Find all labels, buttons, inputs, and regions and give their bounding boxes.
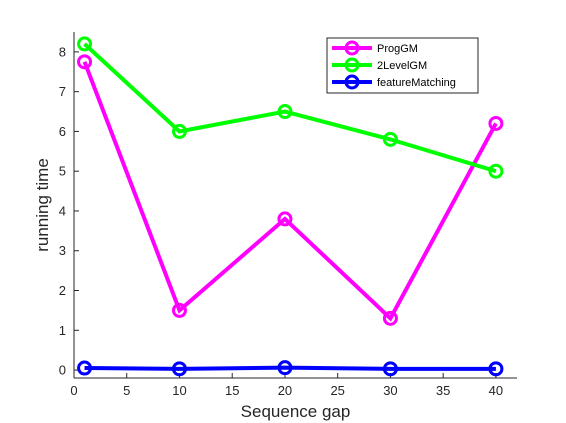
data-point <box>277 104 293 120</box>
y-axis-label: running time <box>33 158 52 252</box>
legend-label: 2LevelGM <box>377 60 427 72</box>
y-tick-label: 1 <box>59 323 66 338</box>
series-line <box>83 42 497 174</box>
series-ProgGM <box>77 54 504 326</box>
data-point <box>77 54 93 70</box>
data-point <box>171 123 187 139</box>
data-point <box>171 361 187 377</box>
legend-item: ProgGM <box>332 40 418 56</box>
series-line <box>82 61 498 322</box>
y-tick-label: 2 <box>59 283 66 298</box>
y-tick-label: 0 <box>59 363 66 378</box>
x-tick-label: 5 <box>123 383 130 398</box>
series-2LevelGM <box>77 36 504 179</box>
y-tick-label: 7 <box>59 84 66 99</box>
data-point <box>277 211 293 227</box>
data-point <box>382 361 398 377</box>
y-tick-label: 8 <box>59 44 66 59</box>
x-axis-label: Sequence gap <box>241 402 351 421</box>
data-point <box>277 360 293 376</box>
data-point <box>488 115 504 131</box>
data-point <box>77 36 93 52</box>
x-tick-label: 35 <box>436 383 450 398</box>
x-tick-label: 10 <box>172 383 186 398</box>
y-tick-label: 6 <box>59 124 66 139</box>
data-point <box>382 310 398 326</box>
x-axis-ticks: 0 5 10 15 20 25 30 35 40 <box>70 373 503 398</box>
series-featureMatching <box>77 360 504 377</box>
x-tick-label: 20 <box>278 383 292 398</box>
data-point <box>77 360 93 376</box>
y-tick-label: 5 <box>59 164 66 179</box>
data-point <box>171 302 187 318</box>
legend-marker <box>344 74 360 90</box>
legend-label: featureMatching <box>377 77 456 89</box>
x-tick-label: 40 <box>489 383 503 398</box>
legend-item: featureMatching <box>332 74 456 90</box>
legend-marker <box>344 57 360 73</box>
series-layer <box>77 36 504 377</box>
data-point <box>382 131 398 147</box>
data-point <box>488 361 504 377</box>
legend: ProgGM 2LevelGM featureMatching <box>326 37 479 94</box>
legend-label: ProgGM <box>377 43 418 55</box>
x-tick-label: 15 <box>225 383 239 398</box>
x-tick-label: 0 <box>70 383 77 398</box>
legend-item: 2LevelGM <box>332 57 427 73</box>
x-tick-label: 25 <box>330 383 344 398</box>
data-point <box>488 163 504 179</box>
y-axis-ticks: 0 1 2 3 4 5 6 7 8 <box>59 44 79 378</box>
x-tick-label: 30 <box>383 383 397 398</box>
y-tick-label: 4 <box>59 203 66 218</box>
series-line <box>84 365 496 371</box>
legend-marker <box>344 40 360 56</box>
y-tick-label: 3 <box>59 243 66 258</box>
